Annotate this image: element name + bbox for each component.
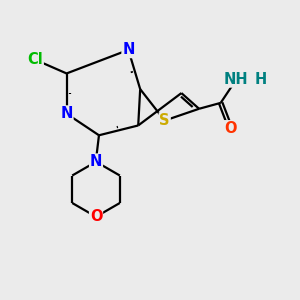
Text: N: N [60, 106, 73, 121]
Text: H: H [255, 72, 267, 87]
Text: S: S [160, 113, 170, 128]
Text: Cl: Cl [27, 52, 43, 67]
Text: O: O [224, 121, 237, 136]
Text: O: O [90, 209, 102, 224]
Text: NH: NH [224, 72, 249, 87]
Text: N: N [90, 154, 102, 169]
Text: N: N [122, 42, 135, 57]
